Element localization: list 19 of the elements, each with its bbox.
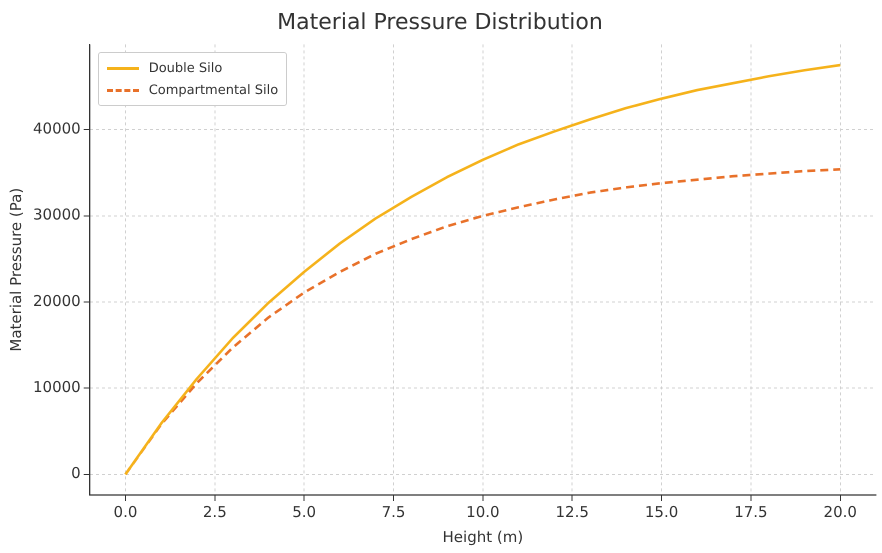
x-tick-label: 10.0 xyxy=(466,502,500,521)
chart-title: Material Pressure Distribution xyxy=(277,10,603,35)
x-tick-label: 0.0 xyxy=(114,502,138,521)
x-tick-label: 17.5 xyxy=(734,502,768,521)
y-tick-label: 10000 xyxy=(33,378,81,396)
y-tick-label: 0 xyxy=(71,464,81,482)
x-tick-label: 2.5 xyxy=(202,502,227,521)
x-tick-label: 7.5 xyxy=(382,502,406,521)
y-tick-label: 30000 xyxy=(33,206,81,224)
x-tick-label: 12.5 xyxy=(556,502,589,521)
legend-label: Compartmental Silo xyxy=(148,82,278,98)
x-tick-label: 20.0 xyxy=(824,502,857,521)
y-tick-label: 20000 xyxy=(33,292,81,310)
x-axis-title: Height (m) xyxy=(442,528,524,546)
y-tick-label: 40000 xyxy=(33,120,81,138)
legend-label: Double Silo xyxy=(148,60,222,76)
x-tick-label: 5.0 xyxy=(292,502,316,521)
x-tick-label: 15.0 xyxy=(644,502,678,521)
y-axis-title: Material Pressure (Pa) xyxy=(6,188,25,352)
